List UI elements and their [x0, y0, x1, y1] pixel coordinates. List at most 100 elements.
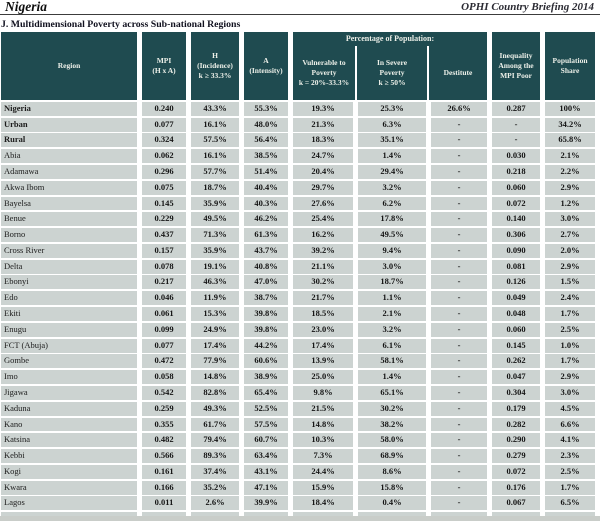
intensity-cell: 47.0% [244, 275, 288, 290]
inequality-cell: 0.179 [492, 401, 540, 416]
region-cell: Kogi [1, 464, 137, 479]
region-cell: Cross River [1, 243, 137, 258]
mpi-cell: 0.472 [142, 354, 186, 369]
mpi-cell: 0.099 [142, 322, 186, 337]
table-row: Lagos 0.011 2.6% 39.9% 18.4% 0.4% - 0.06… [1, 496, 600, 511]
mpi-cell: 0.437 [142, 228, 186, 243]
vulnerable-cell: 21.5% [293, 401, 353, 416]
severe-poverty-cell: 30.2% [358, 401, 426, 416]
mpi-cell: 0.259 [142, 401, 186, 416]
population-share-cell: 6.5% [545, 496, 595, 511]
destitute-cell: - [431, 291, 487, 306]
destitute-cell: - [431, 385, 487, 400]
mpi-cell: 0.229 [142, 212, 186, 227]
table-row: Katsina 0.482 79.4% 60.7% 10.3% 58.0% - … [1, 433, 600, 448]
population-share-cell: 65.8% [545, 133, 595, 148]
vulnerable-cell: 29.7% [293, 180, 353, 195]
incidence-cell: 17.4% [191, 338, 239, 353]
incidence-cell: 16.1% [191, 149, 239, 164]
table-row: Edo 0.046 11.9% 38.7% 21.7% 1.1% - 0.049… [1, 291, 600, 306]
table-body: Nigeria 0.240 43.3% 55.3% 19.3% 25.3% 26… [1, 101, 600, 511]
mpi-cell: 0.075 [142, 180, 186, 195]
intensity-cell: 63.4% [244, 449, 288, 463]
vulnerable-cell: 9.8% [293, 385, 353, 400]
incidence-cell: 82.8% [191, 385, 239, 400]
table-row: Kano 0.355 61.7% 57.5% 14.8% 38.2% - 0.2… [1, 417, 600, 432]
inequality-cell: 0.072 [492, 196, 540, 211]
table-row: Gombe 0.472 77.9% 60.6% 13.9% 58.1% - 0.… [1, 354, 600, 369]
incidence-cell: 61.7% [191, 417, 239, 432]
table-row: Adamawa 0.296 57.7% 51.4% 20.4% 29.4% - … [1, 165, 600, 179]
inequality-cell: 0.262 [492, 354, 540, 369]
region-cell: Urban [1, 117, 137, 132]
destitute-cell: - [431, 212, 487, 227]
severe-poverty-cell: 29.4% [358, 165, 426, 179]
severe-poverty-cell: 6.2% [358, 196, 426, 211]
incidence-cell: 89.3% [191, 449, 239, 463]
vulnerable-cell: 21.7% [293, 291, 353, 306]
region-cell: FCT (Abuja) [1, 338, 137, 353]
severe-poverty-cell: 1.1% [358, 291, 426, 306]
destitute-cell: - [431, 196, 487, 211]
inequality-cell: 0.287 [492, 101, 540, 116]
header-incidence: H (Incidence) k ≥ 33.3% [191, 32, 239, 100]
population-share-cell: 1.5% [545, 275, 595, 290]
country-title: Nigeria [5, 0, 47, 14]
mpi-cell: 0.482 [142, 433, 186, 448]
header-percentage-subcolumns: Vulnerable to Poverty k = 20%-33.3% In S… [293, 46, 487, 100]
inequality-cell: 0.090 [492, 243, 540, 258]
mpi-cell: 0.296 [142, 165, 186, 179]
inequality-cell: 0.049 [492, 291, 540, 306]
intensity-cell: 44.2% [244, 338, 288, 353]
table-row: Jigawa 0.542 82.8% 65.4% 9.8% 65.1% - 0.… [1, 385, 600, 400]
intensity-cell: 40.3% [244, 196, 288, 211]
partial-next-row [1, 512, 600, 517]
mpi-cell: 0.061 [142, 307, 186, 321]
destitute-cell: - [431, 401, 487, 416]
destitute-cell: - [431, 480, 487, 495]
incidence-cell: 49.3% [191, 401, 239, 416]
document-header: Nigeria OPHI Country Briefing 2014 [0, 0, 600, 15]
region-cell: Rural [1, 133, 137, 148]
population-share-cell: 4.5% [545, 401, 595, 416]
severe-poverty-cell: 18.7% [358, 275, 426, 290]
intensity-cell: 60.7% [244, 433, 288, 448]
vulnerable-cell: 24.4% [293, 464, 353, 479]
intensity-cell: 46.2% [244, 212, 288, 227]
header-mpi: MPI (H x A) [142, 32, 186, 100]
intensity-cell: 60.6% [244, 354, 288, 369]
intensity-cell: 40.8% [244, 259, 288, 274]
severe-poverty-cell: 68.9% [358, 449, 426, 463]
vulnerable-cell: 14.8% [293, 417, 353, 432]
table-row: Kaduna 0.259 49.3% 52.5% 21.5% 30.2% - 0… [1, 401, 600, 416]
table-row: Cross River 0.157 35.9% 43.7% 39.2% 9.4%… [1, 243, 600, 258]
inequality-cell: 0.140 [492, 212, 540, 227]
population-share-cell: 100% [545, 101, 595, 116]
population-share-cell: 1.0% [545, 338, 595, 353]
incidence-cell: 35.2% [191, 480, 239, 495]
region-cell: Lagos [1, 496, 137, 511]
vulnerable-cell: 15.9% [293, 480, 353, 495]
destitute-cell: - [431, 322, 487, 337]
mpi-cell: 0.240 [142, 101, 186, 116]
severe-poverty-cell: 49.5% [358, 228, 426, 243]
vulnerable-cell: 20.4% [293, 165, 353, 179]
header-region: Region [1, 32, 137, 100]
severe-poverty-cell: 25.3% [358, 101, 426, 116]
severe-poverty-cell: 0.4% [358, 496, 426, 511]
header-population-share: Population Share [545, 32, 595, 100]
incidence-cell: 79.4% [191, 433, 239, 448]
region-cell: Nigeria [1, 101, 137, 116]
population-share-cell: 2.5% [545, 322, 595, 337]
section-title: J. Multidimensional Poverty across Sub-n… [1, 19, 241, 30]
severe-poverty-cell: 3.2% [358, 180, 426, 195]
intensity-cell: 43.7% [244, 243, 288, 258]
vulnerable-cell: 18.4% [293, 496, 353, 511]
population-share-cell: 2.2% [545, 165, 595, 179]
incidence-cell: 46.3% [191, 275, 239, 290]
region-cell: Gombe [1, 354, 137, 369]
severe-poverty-cell: 6.3% [358, 117, 426, 132]
severe-poverty-cell: 35.1% [358, 133, 426, 148]
population-share-cell: 2.9% [545, 370, 595, 385]
incidence-cell: 71.3% [191, 228, 239, 243]
